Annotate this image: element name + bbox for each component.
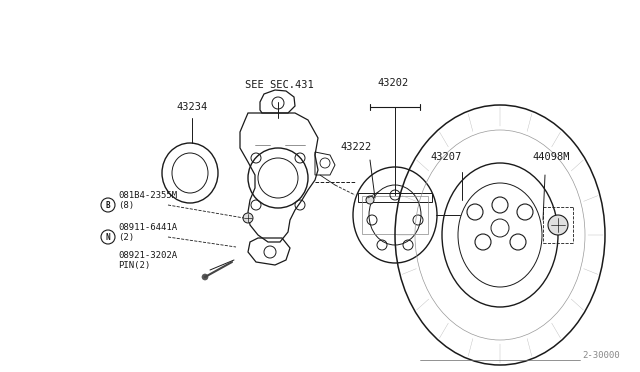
- Text: N: N: [106, 232, 110, 241]
- Circle shape: [366, 196, 374, 204]
- Text: 43207: 43207: [430, 152, 461, 162]
- Text: 08921-3202A: 08921-3202A: [118, 251, 177, 260]
- Text: SEE SEC.431: SEE SEC.431: [245, 80, 314, 90]
- Text: B: B: [106, 201, 110, 209]
- Ellipse shape: [548, 215, 568, 235]
- Text: (8): (8): [118, 201, 134, 210]
- Text: (2): (2): [118, 233, 134, 242]
- Text: 2-30000: 2-30000: [582, 351, 620, 360]
- Text: 44098M: 44098M: [532, 152, 570, 162]
- Text: 43222: 43222: [340, 142, 371, 152]
- Text: 081B4-2355M: 081B4-2355M: [118, 191, 177, 200]
- Text: 43234: 43234: [177, 102, 207, 112]
- Circle shape: [243, 213, 253, 223]
- Text: PIN(2): PIN(2): [118, 261, 150, 270]
- Text: 43202: 43202: [378, 78, 408, 88]
- Text: 08911-6441A: 08911-6441A: [118, 223, 177, 232]
- Circle shape: [202, 274, 208, 280]
